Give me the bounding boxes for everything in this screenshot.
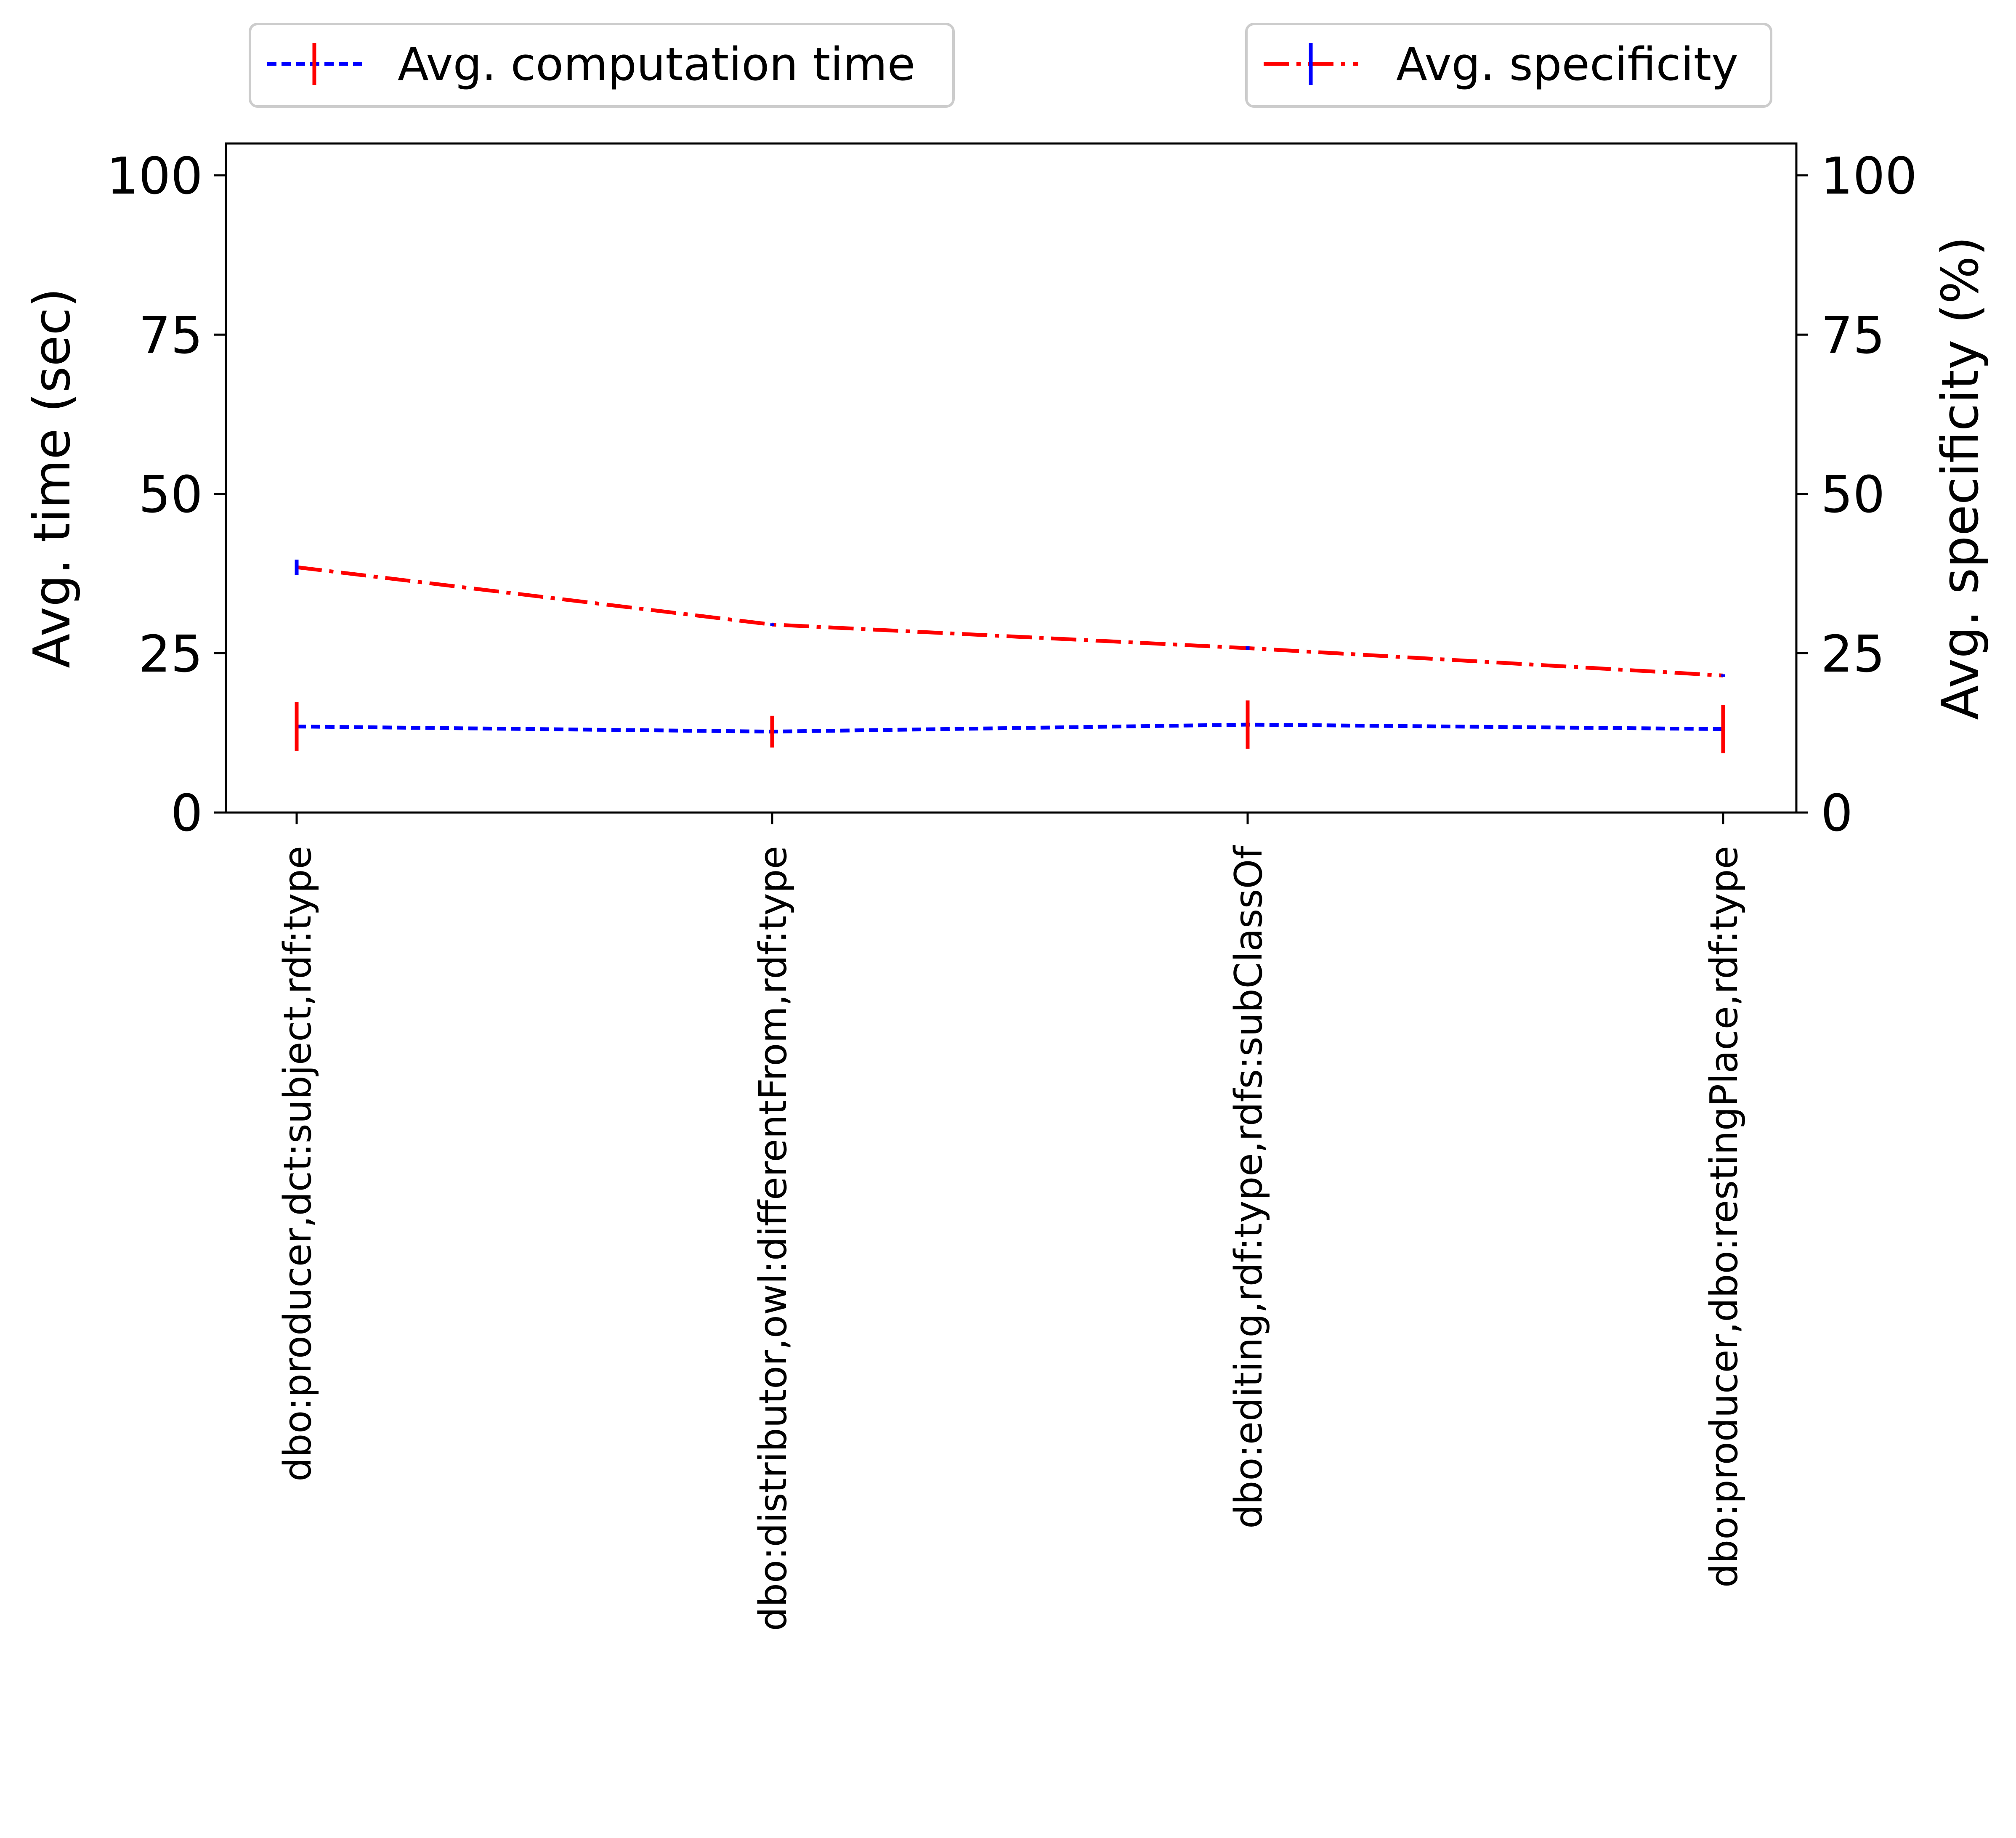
y-tick-left-label: 75	[138, 307, 203, 365]
y-axis-label-left: Avg. time (sec)	[23, 288, 82, 668]
y-tick-left-label: 50	[138, 466, 203, 524]
x-category-label: dbo:distributor,owl:differentFrom,rdf:ty…	[751, 846, 795, 1631]
tick-marks	[214, 174, 1808, 824]
y-axis-label-right: Avg. specificity (%)	[1931, 236, 1990, 720]
series-line-1	[296, 565, 1724, 677]
y-tick-left-label: 100	[106, 147, 203, 206]
y-tick-right-label: 25	[1821, 625, 1885, 684]
x-category-label: dbo:producer,dbo:restingPlace,rdf:type	[1702, 846, 1746, 1588]
y-tick-right-label: 50	[1821, 466, 1885, 524]
y-tick-right-label: 75	[1821, 307, 1885, 365]
y-tick-right-label: 100	[1821, 147, 1917, 206]
y-tick-right-label: 0	[1821, 784, 1853, 843]
series-layer	[295, 559, 1725, 754]
legend-specificity-box	[1245, 23, 1772, 108]
y-tick-left-label: 25	[138, 625, 203, 684]
y-tick-left-label: 0	[171, 784, 203, 843]
y-axis-left: 0 25 50 75 100	[106, 147, 203, 843]
x-category-label: dbo:editing,rdf:type,rdfs:subClassOf	[1227, 845, 1271, 1529]
legend-time-box	[249, 23, 955, 108]
legend-specificity: Avg. specificity	[1245, 23, 1772, 108]
legend-time-label: Avg. computation time	[398, 38, 915, 91]
legend-time: Avg. computation time	[249, 23, 955, 108]
x-category-label: dbo:producer,dct:subject,rdf:type	[276, 846, 320, 1482]
plot-frame	[225, 142, 1798, 814]
series-line-0	[296, 722, 1724, 734]
y-axis-right: 0 25 50 75 100	[1821, 147, 1917, 843]
x-axis: dbo:producer,dct:subject,rdf:type dbo:di…	[276, 845, 1746, 1631]
legend-specificity-label: Avg. specificity	[1396, 38, 1738, 91]
